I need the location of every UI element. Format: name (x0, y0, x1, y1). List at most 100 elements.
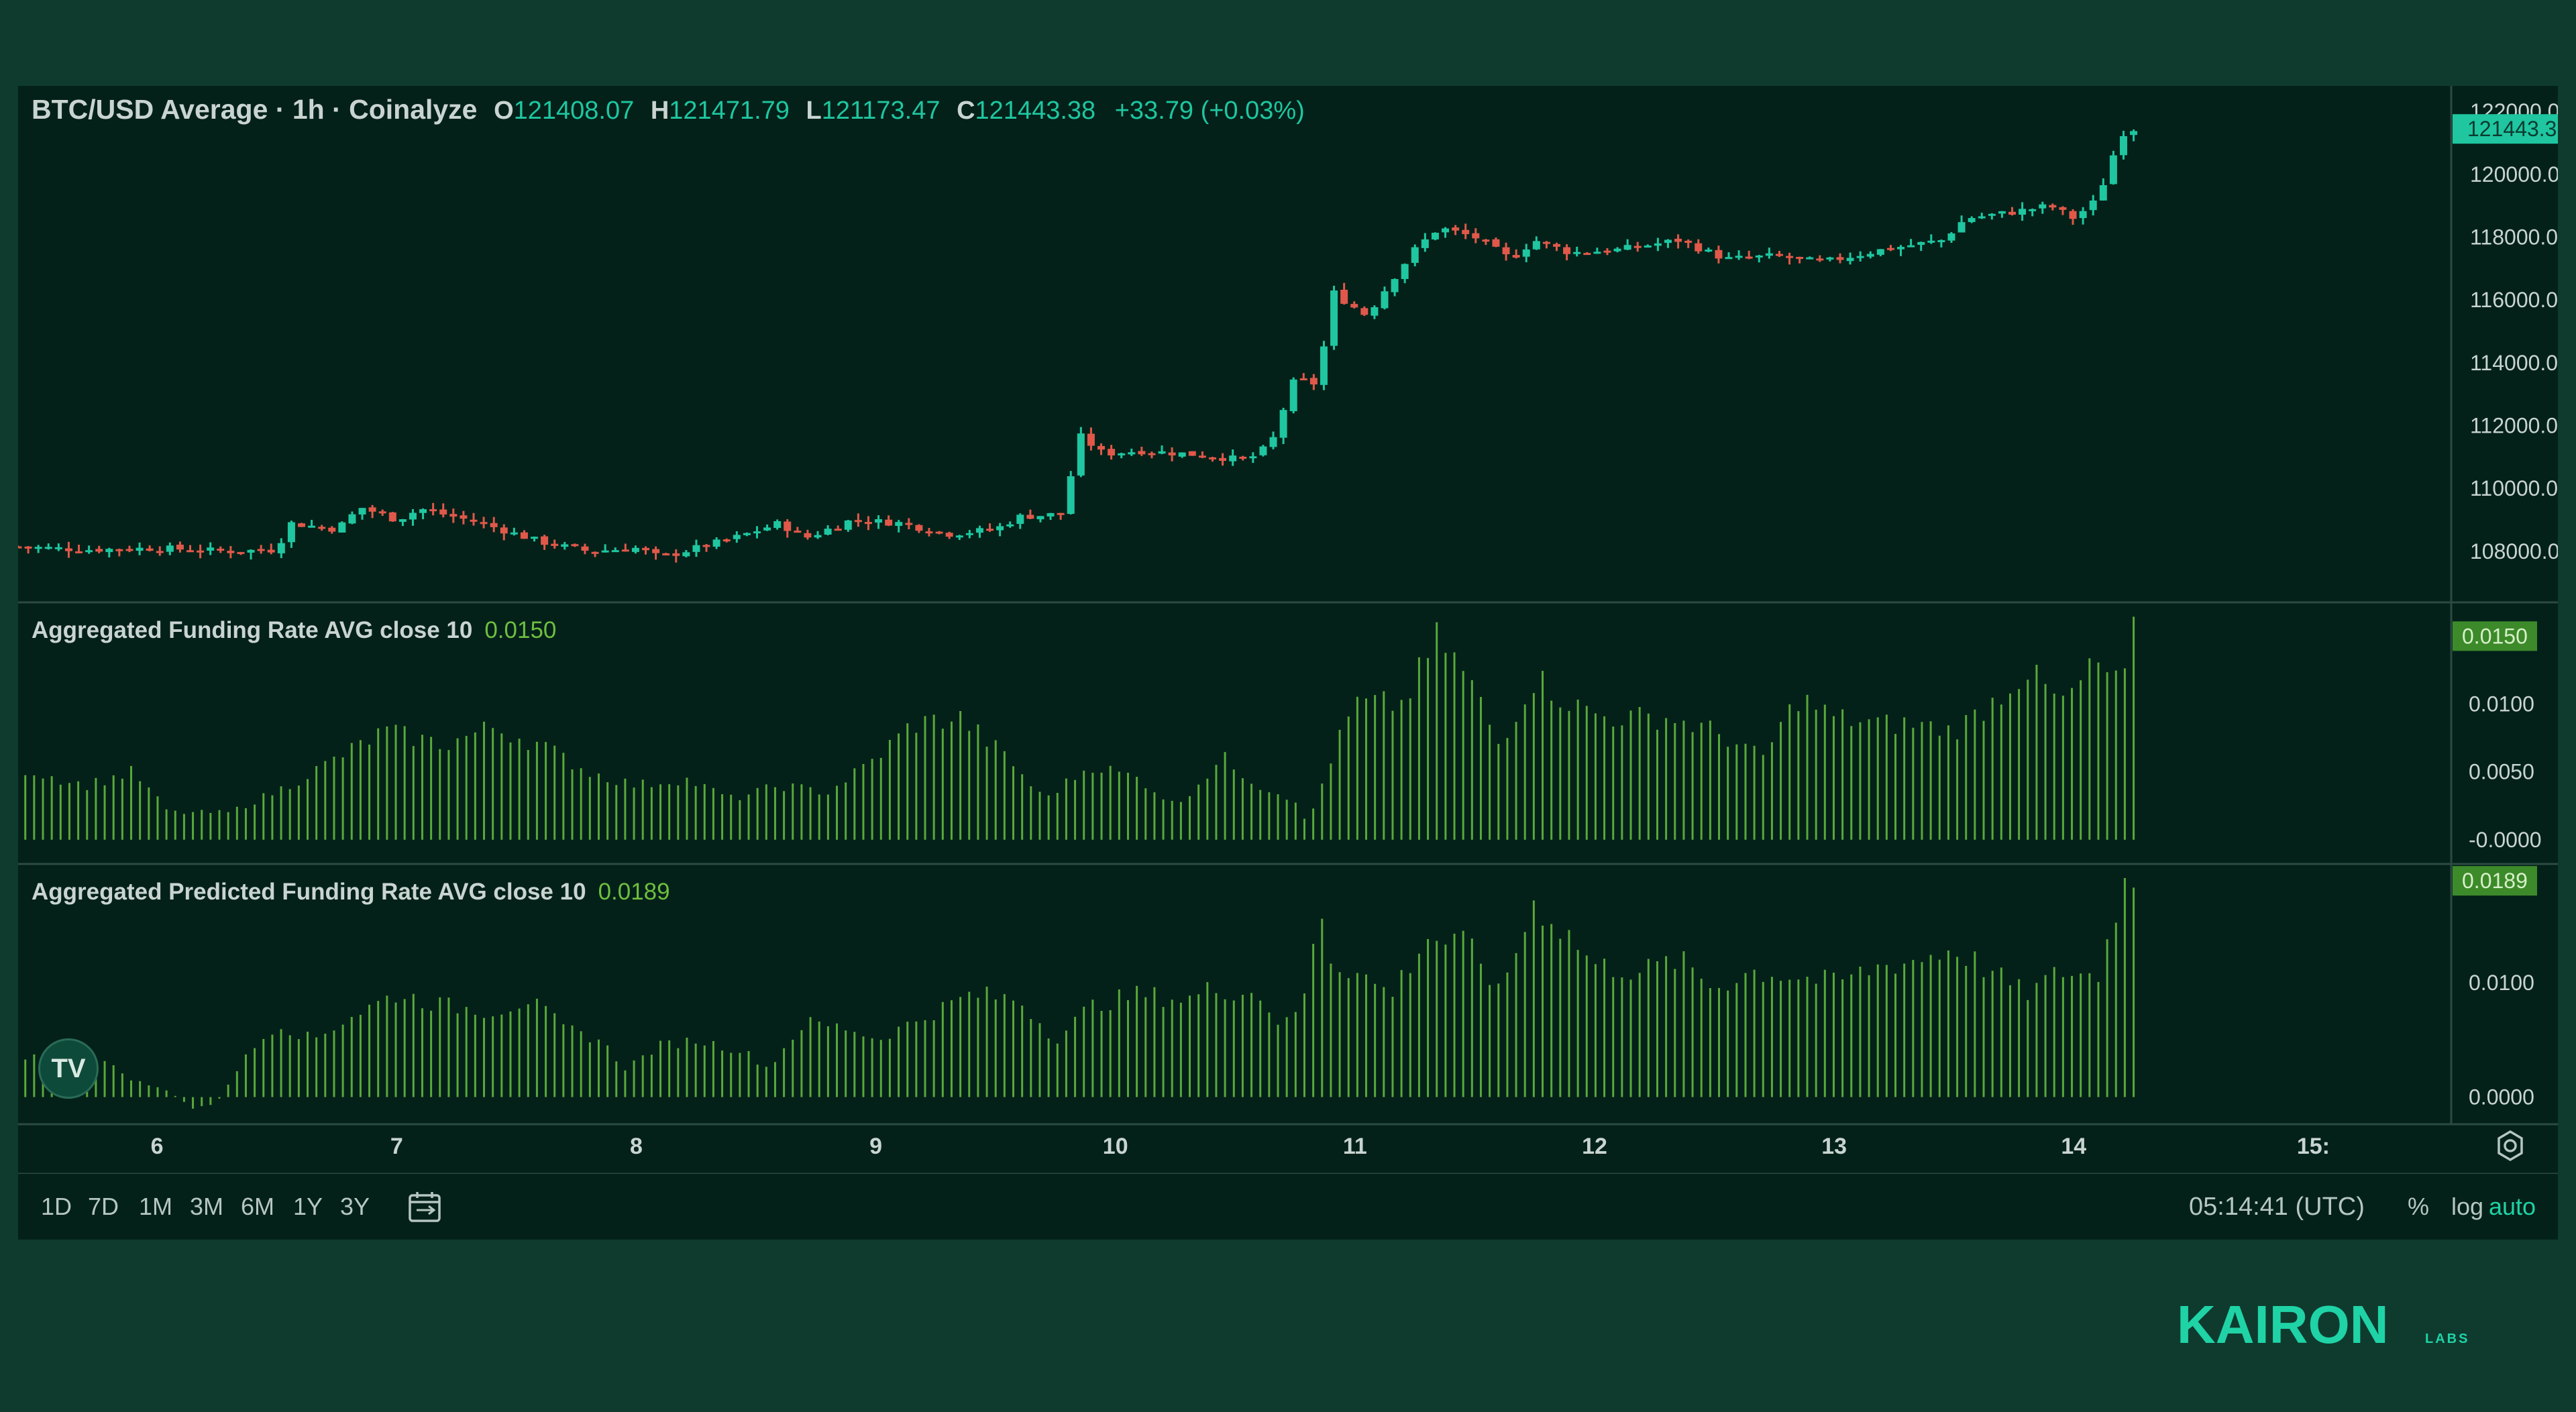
candle (1371, 307, 1379, 316)
settings-gear-icon[interactable] (2493, 1129, 2527, 1162)
candle (227, 551, 235, 553)
candle (1309, 378, 1318, 385)
timeframe-7d-button[interactable]: 7D (88, 1193, 119, 1220)
candle (1452, 227, 1460, 231)
price-tick-label: 112000.00 (2470, 413, 2558, 437)
candle (1522, 249, 1530, 257)
candle (1644, 246, 1652, 248)
candle (105, 549, 113, 553)
candle (115, 549, 123, 551)
candle (1472, 233, 1480, 239)
candle (64, 548, 72, 551)
candle (1826, 257, 1834, 260)
candle (1775, 254, 1783, 256)
histogram-tick-label: 0.0050 (2469, 760, 2534, 784)
candle (996, 526, 1004, 531)
candle (217, 548, 225, 551)
chart-svg[interactable]: 108000.00110000.00112000.00114000.001160… (18, 86, 2558, 1174)
candle (1158, 451, 1166, 454)
candle (197, 550, 205, 553)
symbol-title[interactable]: BTC/USD Average · 1h · Coinalyze (32, 94, 478, 125)
candle (308, 525, 316, 528)
candle (439, 509, 447, 514)
candle (621, 549, 629, 552)
price-legend: BTC/USD Average · 1h · Coinalyze O121408… (32, 94, 1305, 125)
candle (2099, 185, 2107, 201)
candle (510, 532, 518, 535)
candle (824, 529, 832, 535)
candle (2039, 204, 2047, 209)
candle (520, 532, 528, 539)
candle (409, 512, 417, 520)
candle (1360, 308, 1368, 315)
timeframe-1y-button[interactable]: 1Y (293, 1193, 323, 1220)
candle (2049, 205, 2057, 208)
candle (1705, 250, 1713, 252)
candle (895, 522, 903, 526)
timeframe-3m-button[interactable]: 3M (190, 1193, 224, 1220)
candle (1269, 437, 1277, 447)
candle (146, 548, 154, 551)
candle (722, 539, 731, 542)
candle (1836, 257, 1844, 260)
open-value: 121408.07 (513, 97, 635, 125)
kairon-labs-logo: KAIRON LABS (2177, 1295, 2467, 1354)
log-scale-toggle[interactable]: log (2451, 1193, 2484, 1220)
candle (1077, 433, 1085, 476)
close-label: C (957, 97, 975, 125)
candle (905, 523, 913, 525)
time-tick-label: 10 (1103, 1134, 1128, 1159)
candle (662, 553, 670, 555)
candle (85, 550, 93, 553)
candle (398, 519, 407, 522)
candle (1108, 449, 1116, 455)
timeframe-3y-button[interactable]: 3Y (340, 1193, 370, 1220)
change-value: +33.79 (+0.03%) (1114, 97, 1305, 125)
candle (1745, 256, 1753, 259)
time-tick-label: 7 (390, 1134, 403, 1159)
candle (166, 545, 174, 552)
tradingview-logo-icon[interactable]: TV (38, 1038, 99, 1099)
candle (965, 533, 973, 535)
candle (368, 507, 376, 512)
time-tick-label: 14 (2061, 1134, 2086, 1159)
candle (2069, 211, 2077, 219)
candle (419, 509, 427, 513)
candle (297, 523, 305, 527)
candle (1462, 229, 1470, 235)
percent-scale-toggle[interactable]: % (2408, 1193, 2430, 1220)
candle (1087, 433, 1095, 446)
candle (186, 550, 195, 553)
predicted-funding-title[interactable]: Aggregated Predicted Funding Rate AVG cl… (32, 879, 586, 905)
candle (2008, 211, 2017, 215)
utc-clock[interactable]: 05:14:41 (UTC) (2189, 1193, 2365, 1221)
candle (429, 509, 437, 512)
funding-title[interactable]: Aggregated Funding Rate AVG close 10 (32, 617, 473, 643)
date-range-calendar-icon[interactable] (407, 1190, 445, 1225)
timeframe-6m-button[interactable]: 6M (241, 1193, 275, 1220)
candle (1755, 255, 1763, 258)
timeframe-1m-button[interactable]: 1M (139, 1193, 173, 1220)
candle (1259, 446, 1267, 455)
candle (75, 551, 83, 553)
candle (287, 522, 295, 543)
candle (1138, 451, 1146, 455)
candle (733, 535, 741, 539)
candle (1765, 253, 1773, 256)
candle (1492, 239, 1500, 247)
candle (2019, 209, 2027, 215)
candle (692, 545, 700, 552)
candle (1573, 252, 1581, 254)
last-value-label: 0.0189 (2462, 869, 2528, 893)
open-label: O (494, 97, 514, 125)
candle (975, 528, 983, 533)
candle (480, 522, 488, 525)
auto-scale-toggle[interactable]: auto (2489, 1193, 2536, 1220)
candle (1927, 240, 1935, 243)
candle (2059, 207, 2067, 210)
low-value: 121173.47 (821, 97, 941, 125)
candle (1279, 410, 1287, 438)
candle (277, 543, 285, 553)
candle (1340, 290, 1348, 304)
timeframe-1d-button[interactable]: 1D (41, 1193, 72, 1220)
